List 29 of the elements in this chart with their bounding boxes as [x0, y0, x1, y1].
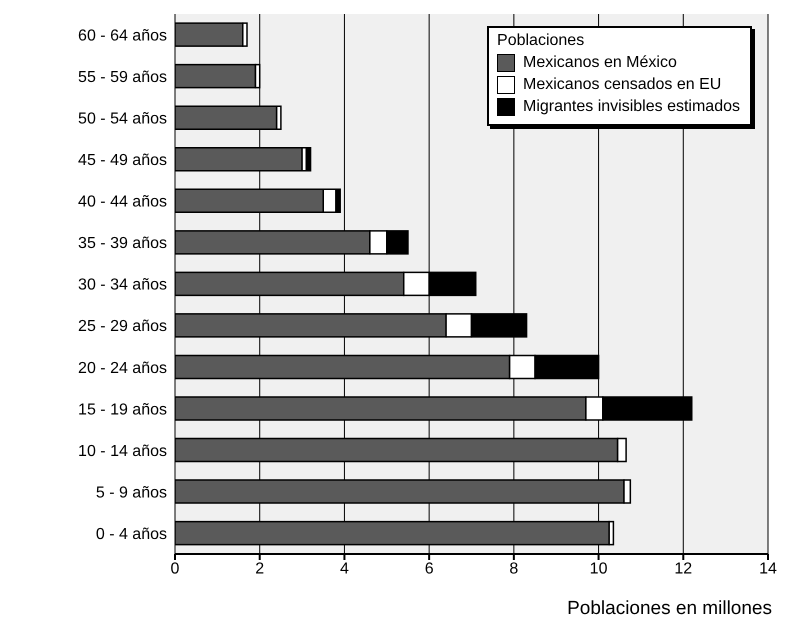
y-tick-label: 50 - 54 años [78, 110, 167, 128]
legend-label: Mexicanos en México [523, 53, 677, 73]
y-tick-label: 60 - 64 años [78, 27, 167, 44]
legend-title: Poblaciones [497, 32, 586, 50]
bar [306, 147, 312, 172]
legend-label: Migrantes invisibles estimados [523, 97, 740, 117]
x-tick-label: 12 [674, 560, 692, 578]
bar [175, 64, 256, 88]
x-tick-label: 2 [255, 560, 264, 578]
x-tick-label: 0 [170, 560, 180, 578]
x-tick-label: 4 [340, 560, 349, 578]
y-tick-label: 15 - 19 años [78, 401, 167, 418]
x-tick-label: 8 [509, 560, 518, 578]
y-tick-label: 10 - 14 años [78, 442, 167, 460]
y-tick-label: 35 - 39 años [78, 235, 167, 252]
x-tick-label: 6 [424, 560, 434, 578]
y-tick-label: 45 - 49 años [78, 152, 167, 170]
y-tick-label: 30 - 34 años [78, 276, 167, 294]
x-tick-label: 10 [590, 560, 608, 578]
legend-label: Mexicanos censados en EU [523, 75, 722, 95]
y-tick-label: 55 - 59 años [78, 68, 167, 86]
bar [175, 22, 244, 47]
y-tick-label: 0 - 4 años [96, 526, 167, 543]
x-tick-label: 14 [759, 560, 777, 578]
y-tick-label: 25 - 29 años [78, 318, 167, 336]
x-axis-title: Poblaciones en millones [567, 598, 772, 620]
y-tick-label: 40 - 44 años [78, 194, 167, 211]
y-tick-label: 5 - 9 años [96, 484, 167, 502]
y-tick-label: 20 - 24 años [78, 360, 167, 377]
